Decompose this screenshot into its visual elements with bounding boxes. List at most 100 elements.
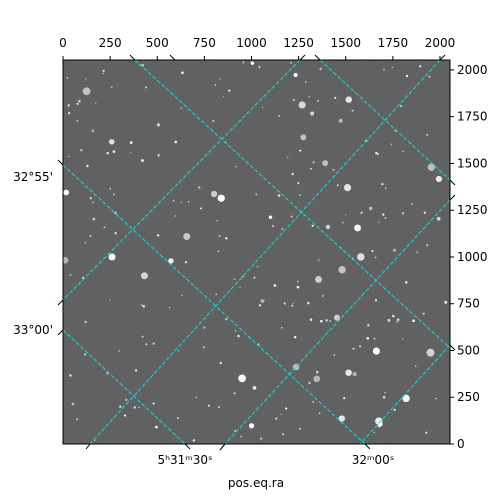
star: [405, 74, 409, 78]
star: [110, 86, 113, 89]
star: [219, 361, 222, 365]
star: [112, 150, 116, 153]
star: [76, 102, 79, 105]
star: [387, 318, 391, 322]
star: [382, 395, 386, 399]
star: [368, 206, 373, 211]
star: [435, 397, 437, 400]
star: [102, 72, 104, 75]
star: [319, 67, 322, 71]
star: [291, 304, 294, 307]
star: [202, 346, 206, 349]
dec-label: 32°55': [13, 170, 53, 184]
star: [109, 187, 112, 190]
star: [114, 231, 118, 235]
star: [242, 61, 245, 64]
star: [84, 242, 87, 244]
star: [300, 134, 307, 141]
star: [354, 224, 362, 232]
star: [311, 224, 314, 228]
star: [123, 414, 127, 417]
star: [371, 249, 374, 253]
star: [76, 119, 79, 122]
star: [261, 106, 264, 109]
y-tick-label: 0: [457, 437, 465, 451]
star: [134, 369, 138, 372]
star: [378, 221, 380, 224]
star: [338, 118, 343, 123]
star: [91, 129, 95, 133]
y-tick-label: 1250: [457, 203, 488, 217]
star: [344, 213, 347, 216]
star: [290, 61, 292, 64]
star: [308, 95, 311, 98]
star: [299, 149, 302, 152]
star: [352, 348, 354, 350]
star: [82, 87, 91, 96]
star: [68, 112, 71, 115]
star: [257, 343, 260, 345]
star: [341, 221, 344, 224]
coordinate-grid: [62, 59, 451, 445]
star: [412, 319, 415, 323]
star: [140, 272, 148, 280]
star: [260, 437, 263, 440]
star: [85, 78, 87, 80]
star: [280, 413, 282, 415]
star: [152, 402, 155, 405]
y-tick-label: 2000: [457, 63, 488, 77]
star: [260, 299, 265, 303]
star: [84, 320, 87, 324]
star: [239, 286, 241, 289]
x-tick-label: 2000: [425, 36, 456, 50]
star: [426, 133, 429, 137]
star: [108, 253, 116, 261]
star: [392, 248, 397, 252]
star: [426, 348, 435, 357]
star: [381, 182, 384, 186]
star: [106, 151, 110, 155]
star: [178, 350, 180, 352]
star: [225, 318, 228, 321]
star: [218, 234, 221, 237]
star: [174, 140, 178, 144]
star: [63, 189, 70, 196]
star: [351, 109, 354, 112]
star: [345, 369, 352, 376]
star: [217, 194, 225, 202]
star: [272, 225, 275, 228]
star: [233, 278, 236, 280]
ra-label: 32ᵐ00ˢ: [352, 453, 395, 467]
star: [402, 150, 404, 153]
star: [145, 343, 148, 346]
star: [210, 190, 218, 198]
star: [357, 253, 365, 261]
star: [343, 183, 352, 192]
star: [192, 439, 196, 442]
star: [411, 203, 414, 206]
star: [80, 148, 83, 152]
star: [199, 207, 202, 210]
star: [373, 337, 376, 340]
star: [180, 201, 182, 204]
star: [217, 250, 220, 253]
star: [293, 335, 297, 339]
star: [296, 285, 300, 289]
dec-grid-line: [134, 59, 451, 349]
star: [157, 234, 160, 237]
star: [374, 299, 378, 302]
star: [86, 164, 89, 168]
star: [293, 72, 298, 78]
x-tick-label: 0: [59, 36, 67, 50]
x-tick-label: 250: [99, 36, 122, 50]
dec-grid-line: [319, 59, 451, 181]
star: [118, 350, 120, 352]
star: [298, 101, 306, 109]
y-tick-label: 1000: [457, 250, 488, 264]
x-tick-label: 500: [146, 36, 169, 50]
x-tick-label: 750: [193, 36, 216, 50]
star: [318, 259, 320, 261]
star: [291, 172, 294, 176]
star: [241, 275, 244, 278]
